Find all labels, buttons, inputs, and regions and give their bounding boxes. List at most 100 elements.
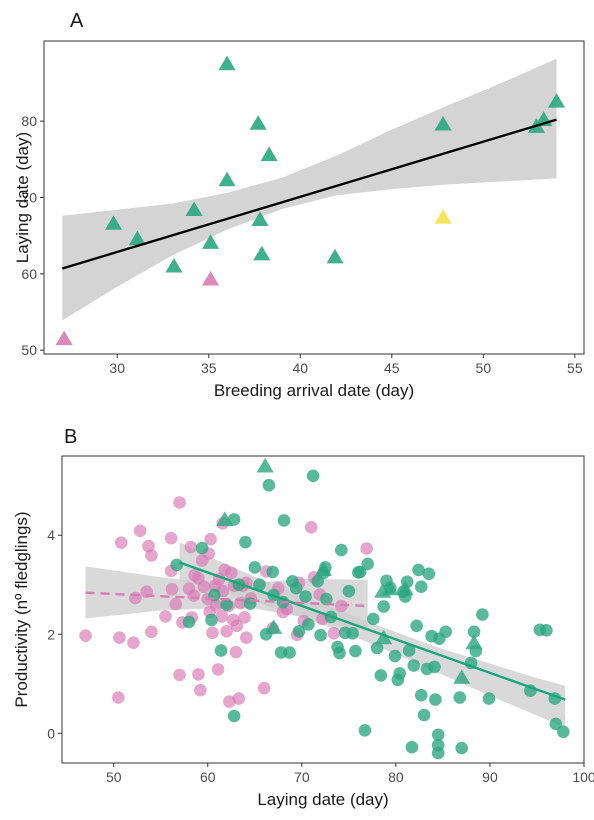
panel-a-point-yellow-triangle: [434, 209, 452, 224]
panel-b-point-green-circle: [289, 581, 303, 595]
panel-a-point-pink-triangle: [202, 270, 220, 286]
panel-b-point-pink-circle: [145, 625, 158, 639]
panel-b-frame: [61, 455, 585, 764]
panel-b-point-green-circle: [428, 660, 441, 674]
panel-b-x-tick-label: 90: [482, 769, 498, 785]
panel-a-y-tick-label: 80: [21, 113, 37, 129]
panel-b-point-green-circle: [415, 688, 428, 702]
panel-a-point-green-triangle: [434, 115, 452, 131]
panel-a-y-tick-label: 70: [21, 190, 37, 206]
panel-b-point-green-triangle: [375, 629, 393, 645]
panel-a-point-pink-triangle: [55, 330, 73, 346]
panel-b-point-pink-circle: [220, 625, 233, 638]
panel-a-point-green-triangle: [165, 257, 183, 273]
panel-b-x-tick-label: 50: [106, 769, 122, 785]
panel-b-point-pink-circle: [276, 605, 290, 619]
panel-b-point-green-triangle: [465, 634, 483, 650]
panel-b-point-green-circle: [410, 619, 423, 633]
panel-a-point-green-triangle: [105, 215, 123, 230]
panel-b-point-green-circle: [412, 563, 425, 577]
panel-a-x-axis-title: Breeding arrival date (day): [214, 381, 414, 400]
panel-b-point-green-circle: [361, 557, 375, 571]
panel-b-point-green-circle: [353, 565, 367, 579]
panel-b-point-green-circle: [170, 558, 183, 572]
panel-b-point-pink-circle: [211, 663, 225, 676]
panel-b-point-green-circle: [422, 567, 436, 581]
panel-b-point-green-triangle: [216, 511, 234, 526]
panel-a-y-tick-label: 50: [21, 342, 37, 358]
panel-b-point-green-triangle: [256, 457, 274, 473]
panel-b-point-green-circle: [377, 600, 391, 613]
panel-b-point-green-circle: [429, 693, 442, 706]
panel-b-point-pink-circle: [115, 536, 128, 549]
panel-b-plot: 50 60 70 80 90 100 0 2 4 Laying date (day) Product…: [12, 455, 594, 809]
panel-a-x-tick-label: 30: [109, 360, 125, 376]
panel-b-point-green-circle: [182, 615, 196, 629]
panel-b-point-green-triangle: [381, 580, 399, 596]
panel-b-point-green-circle: [239, 535, 252, 549]
panel-b-point-green-circle: [283, 646, 296, 659]
panel-a-confidence-ribbon-1: [62, 58, 557, 321]
panel-b-point-green-circle: [302, 618, 315, 631]
panel-a-point-green-triangle: [260, 146, 278, 162]
panel-b-point-pink-circle: [194, 683, 207, 697]
panel-b-point-pink-circle: [215, 610, 229, 623]
panel-a-point-green-triangle: [185, 201, 203, 217]
panel-b-point-pink-circle: [133, 524, 147, 538]
panel-b-fit-line-green: [179, 561, 566, 701]
panel-b-point-pink-circle: [169, 597, 183, 611]
panel-b-point-green-circle: [214, 644, 228, 657]
panel-b-point-green-circle: [453, 691, 467, 704]
panel-a-point-green-triangle: [253, 245, 271, 261]
panel-b-point-pink-circle: [173, 496, 186, 509]
panel-b-point-pink-circle: [257, 681, 271, 695]
panel-b-fit-line-pink: [85, 591, 368, 608]
panel-a-x-tick-label: 55: [567, 360, 583, 376]
panel-b-point-pink-circle: [164, 531, 178, 545]
panel-b-y-tick-label: 0: [47, 725, 55, 741]
panel-b-point-green-circle: [370, 641, 384, 655]
panel-a-point-green-triangle: [202, 234, 220, 249]
panel-b-point-pink-circle: [159, 610, 172, 623]
panel-b-point-green-circle: [277, 514, 291, 527]
panel-b-point-pink-circle: [145, 549, 158, 562]
panel-b-point-pink-circle: [173, 668, 186, 682]
panel-a-plot: 30 35 40 45 50 55 50 60 70 80 Breeding arrival dat…: [13, 40, 585, 400]
panel-b-point-pink-circle: [335, 599, 348, 613]
panel-b-point-green-circle: [417, 708, 431, 722]
panel-b-point-green-circle: [292, 625, 306, 638]
panel-b-point-green-circle: [407, 659, 421, 672]
panel-b-point-green-circle: [314, 628, 327, 642]
panel-b-point-pink-circle: [204, 532, 217, 546]
panel-b-point-green-circle: [467, 625, 481, 639]
panel-b-point-green-circle: [299, 590, 312, 603]
panel-a-x-tick-label: 45: [384, 360, 400, 376]
panel-a-fit-line: [61, 118, 557, 270]
panel-a-point-green-triangle: [326, 248, 344, 264]
panel-b-point-green-circle: [439, 625, 453, 639]
panel-b-x-tick-label: 60: [200, 769, 216, 785]
panel-b-point-pink-circle: [209, 599, 223, 612]
panel-b-point-pink-circle: [232, 692, 246, 705]
panel-b-point-green-circle: [243, 597, 257, 610]
panel-b-point-pink-circle: [229, 645, 243, 659]
panel-b-point-pink-circle: [360, 542, 374, 555]
panel-b-point-pink-circle: [209, 579, 222, 592]
panel-b-point-green-circle: [415, 580, 428, 593]
panel-b-point-pink-circle: [165, 582, 179, 596]
panel-b-y-tick-label: 4: [47, 527, 55, 543]
panel-b-point-pink-circle: [184, 540, 198, 554]
panel-b-point-green-triangle: [265, 619, 283, 634]
panel-b-point-green-circle: [405, 740, 419, 754]
panel-b-point-green-circle: [455, 741, 469, 755]
panel-b-point-green-circle: [388, 649, 402, 663]
panel-b-point-green-circle: [374, 669, 388, 682]
panel-b-point-green-circle: [262, 478, 276, 492]
panel-a-point-green-triangle: [128, 230, 146, 246]
panel-b-x-tick-label: 70: [294, 769, 310, 785]
panel-b-point-green-circle: [540, 624, 553, 637]
panel-b-point-green-circle: [266, 565, 280, 579]
panel-b-x-axis-title: Laying date (day): [257, 790, 388, 809]
panel-b-point-green-circle: [342, 584, 356, 598]
